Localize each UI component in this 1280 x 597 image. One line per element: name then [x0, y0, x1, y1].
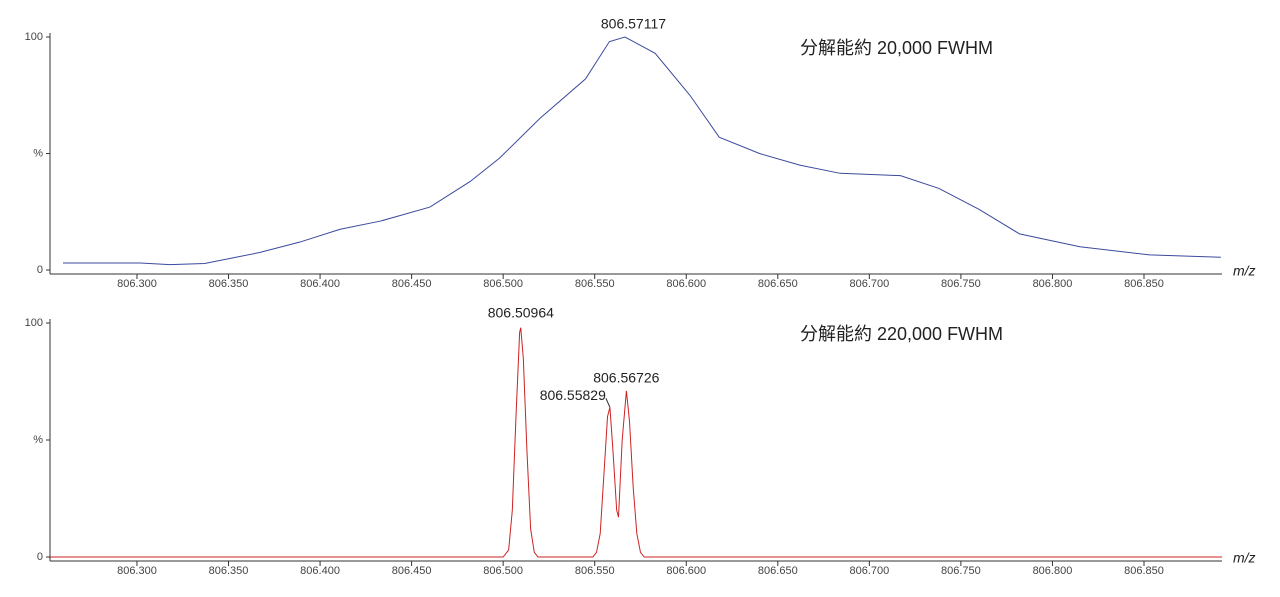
- y-tick-label: 0: [37, 551, 43, 563]
- x-tick-label: 806.300: [117, 278, 157, 290]
- y-tick-label: %: [33, 434, 43, 446]
- x-tick-label: 806.350: [209, 565, 249, 577]
- x-tick-label: 806.850: [1124, 278, 1164, 290]
- x-tick-label: 806.750: [941, 565, 981, 577]
- y-tick-label: 100: [25, 317, 43, 329]
- x-tick-label: 806.800: [1033, 278, 1073, 290]
- x-tick-label: 806.400: [300, 565, 340, 577]
- x-axis-label: m/z: [1233, 263, 1256, 279]
- x-tick-label: 806.800: [1033, 565, 1073, 577]
- peak-label: 806.56726: [593, 370, 659, 386]
- resolution-note: 分解能約 220,000 FWHM: [800, 324, 1003, 344]
- y-tick-label: 100: [25, 31, 43, 43]
- y-tick-label: %: [33, 147, 43, 159]
- x-tick-label: 806.700: [849, 278, 889, 290]
- x-tick-label: 806.650: [758, 565, 798, 577]
- x-tick-label: 806.500: [483, 278, 523, 290]
- y-tick-label: 0: [37, 264, 43, 276]
- x-axis-label: m/z: [1233, 550, 1256, 566]
- x-tick-label: 806.600: [666, 565, 706, 577]
- resolution-note: 分解能約 20,000 FWHM: [800, 38, 993, 58]
- peak-label: 806.50964: [488, 304, 554, 320]
- x-tick-label: 806.350: [209, 278, 249, 290]
- x-tick-label: 806.450: [392, 565, 432, 577]
- peak-label: 806.55829: [540, 387, 606, 403]
- spectrum-line: [63, 36, 1221, 266]
- spectrum-line: [50, 327, 1222, 558]
- x-tick-label: 806.550: [575, 565, 615, 577]
- x-tick-label: 806.600: [666, 278, 706, 290]
- x-tick-label: 806.750: [941, 278, 981, 290]
- x-tick-label: 806.400: [300, 278, 340, 290]
- x-tick-label: 806.650: [758, 278, 798, 290]
- x-tick-label: 806.850: [1124, 565, 1164, 577]
- peak-label: 806.57117: [601, 16, 666, 32]
- x-tick-label: 806.500: [483, 565, 523, 577]
- x-tick-label: 806.450: [392, 278, 432, 290]
- x-tick-label: 806.300: [117, 565, 157, 577]
- x-tick-label: 806.550: [575, 278, 615, 290]
- x-tick-label: 806.700: [849, 565, 889, 577]
- leader-line: [605, 398, 611, 408]
